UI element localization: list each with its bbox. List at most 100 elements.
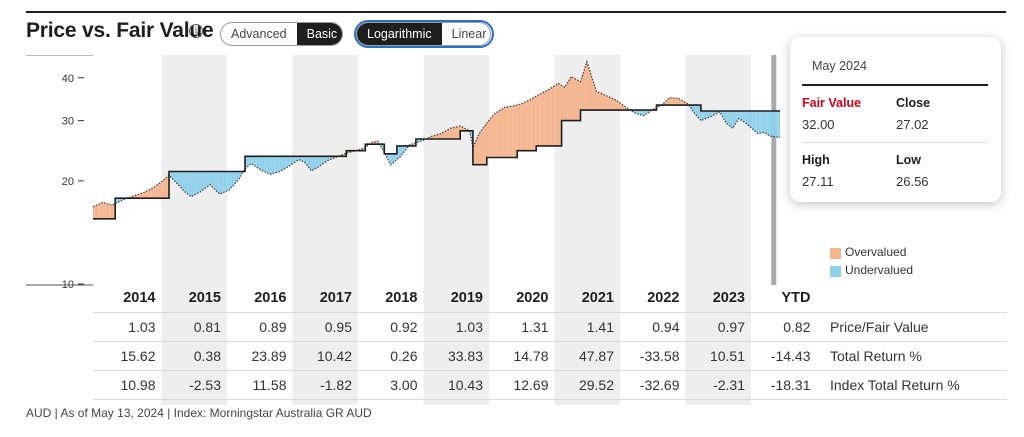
value-gap-segment (165, 177, 167, 199)
value-gap-segment (161, 180, 163, 199)
value-gap-segment (670, 97, 672, 106)
value-gap-segment (615, 99, 617, 111)
value-gap-segment (742, 110, 744, 122)
value-gap-segment (278, 156, 280, 172)
price-line (92, 59, 781, 208)
value-gap-segment (246, 156, 248, 168)
value-gap-segment (248, 156, 251, 166)
value-gap-segment (142, 192, 144, 199)
value-gap-segment (390, 153, 392, 165)
value-gap-segment (475, 139, 477, 165)
value-gap-segment (708, 110, 711, 118)
value-gap-segment (187, 171, 189, 195)
value-gap-segment (106, 203, 108, 219)
value-gap-segment (735, 110, 737, 125)
table-cell: 15.62 (120, 348, 156, 364)
value-gap-segment (531, 98, 533, 151)
value-gap-segment (539, 93, 541, 146)
table-cell: 1.03 (455, 319, 483, 335)
tooltip-low-label: Low (896, 153, 921, 167)
value-gap-segment (286, 156, 288, 168)
value-gap-segment (206, 171, 208, 188)
value-gap-segment (642, 110, 644, 116)
value-gap-segment (437, 134, 439, 140)
value-gap-segment (497, 110, 500, 158)
value-gap-segment (585, 61, 587, 111)
value-gap-segment (586, 61, 589, 111)
year-band-2015 (161, 55, 227, 405)
value-gap-segment (666, 98, 668, 106)
logarithmic-button[interactable]: Logarithmic (357, 23, 442, 45)
value-gap-segment (95, 204, 98, 219)
value-gap-segment (149, 189, 151, 199)
value-gap-segment (443, 131, 446, 140)
value-gap-segment (264, 156, 267, 173)
value-gap-segment (554, 85, 556, 146)
value-gap-segment (488, 119, 491, 158)
value-gap-segment (319, 156, 321, 167)
table-cell: 0.82 (783, 319, 811, 335)
value-gap-segment (445, 130, 447, 140)
linear-button[interactable]: Linear (451, 27, 487, 41)
value-gap-segment (325, 156, 328, 162)
tooltip-low: 26.56 (896, 174, 929, 189)
value-gap-segment (400, 145, 402, 157)
info-icon[interactable]: i (189, 24, 203, 38)
value-gap-segment (760, 110, 762, 134)
value-gap-segment (98, 203, 100, 219)
value-gap-segment (761, 110, 763, 133)
value-gap-segment (448, 128, 450, 140)
table-cell: 0.94 (652, 319, 680, 335)
value-gap-segment (755, 110, 757, 133)
tooltip-divider (802, 84, 988, 86)
value-gap-segment (281, 156, 283, 171)
value-gap-segment (452, 127, 454, 140)
value-gap-segment (565, 83, 568, 121)
value-gap-segment (507, 106, 509, 158)
table-cell: 29.52 (578, 377, 614, 393)
scale-toggle-focus-ring (354, 20, 494, 48)
value-gap-segment (188, 171, 190, 196)
value-gap-segment (671, 97, 674, 106)
value-gap-segment (700, 110, 703, 121)
value-gap-segment (259, 156, 261, 171)
table-cell: 1.41 (586, 319, 614, 335)
advanced-button[interactable]: Advanced (231, 27, 287, 41)
value-gap-segment (536, 95, 539, 146)
value-gap-segment (99, 203, 102, 219)
value-gap-segment (580, 77, 582, 111)
legend-overvalued: Overvalued (845, 245, 907, 259)
value-gap-segment (513, 105, 515, 158)
view-toggle: Advanced Basic (220, 22, 343, 46)
value-gap-segment (220, 171, 223, 194)
value-gap-segment (568, 78, 570, 121)
value-gap-segment (759, 110, 761, 134)
table-cell: -33.58 (639, 348, 680, 364)
table-cell: 0.26 (390, 348, 418, 364)
basic-button[interactable]: Basic (296, 23, 342, 45)
value-gap-segment (514, 105, 517, 158)
value-gap-segment (607, 96, 609, 111)
value-gap-segment (543, 91, 545, 146)
value-gap-segment (778, 110, 780, 138)
value-gap-segment (146, 190, 148, 199)
value-gap-segment (564, 85, 566, 121)
value-gap-segment (324, 156, 326, 163)
value-gap-segment (201, 171, 204, 191)
value-gap-segment (263, 156, 265, 172)
value-gap-segment (321, 156, 324, 165)
value-gap-segment (694, 105, 696, 115)
value-gap-segment (231, 171, 234, 187)
value-gap-segment (577, 80, 580, 121)
value-gap-segment (180, 171, 183, 189)
table-cell: -18.31 (770, 377, 811, 393)
value-gap-segment (639, 110, 642, 115)
value-gap-segment (724, 110, 727, 124)
value-gap-segment (441, 132, 443, 140)
year-header: 2020 (516, 290, 549, 306)
value-gap-segment (109, 204, 111, 219)
value-gap-segment (675, 98, 678, 106)
value-gap-segment (732, 110, 734, 129)
value-gap-segment (619, 102, 621, 111)
